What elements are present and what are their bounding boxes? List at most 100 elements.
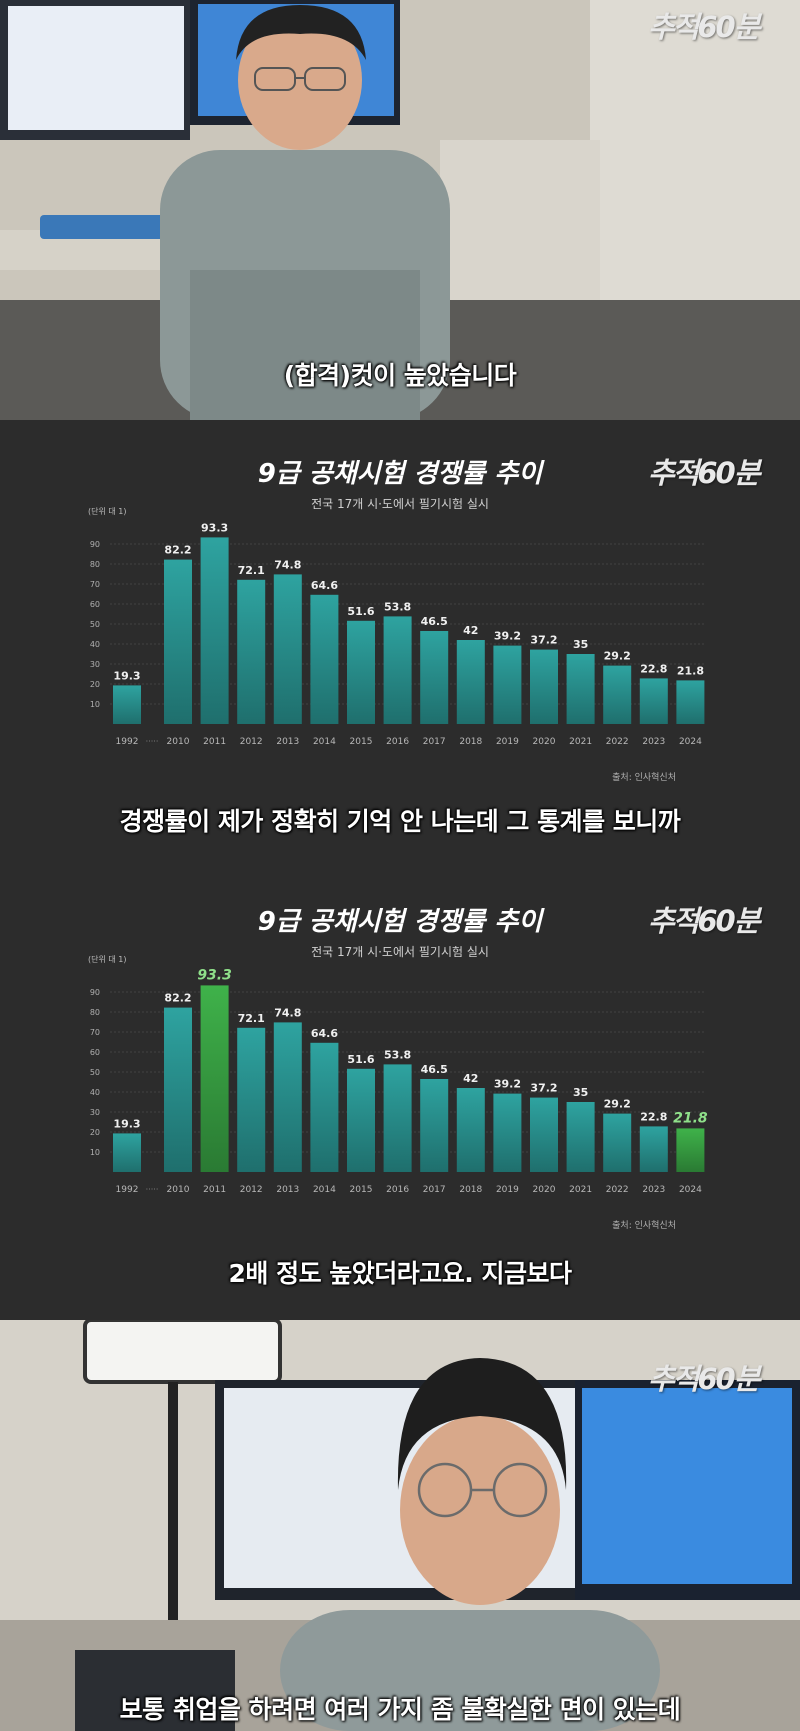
data-label-2019: 39.2 [494,1078,521,1091]
data-label-2020: 37.2 [530,634,557,647]
y-tick-label: 40 [90,640,100,649]
data-label-2015: 51.6 [347,1053,374,1066]
x-tick-label-2018: 2018 [459,1185,482,1195]
bar-2024 [676,1128,705,1172]
y-tick-label: 50 [90,620,100,629]
x-tick-label-2020: 2020 [533,737,556,747]
bar-2019 [493,645,522,724]
bar-2016 [383,616,412,724]
y-tick-label: 70 [90,580,100,589]
data-label-2024: 21.8 [673,1110,708,1126]
bar-2015 [347,620,375,724]
data-label-2011: 93.3 [197,967,232,983]
data-label-2012: 72.1 [238,564,265,577]
data-label-2014: 64.6 [311,579,338,592]
y-tick-label: 20 [90,680,100,689]
data-label-2013: 74.8 [274,558,301,571]
x-tick-label-2017: 2017 [423,1185,446,1195]
bar-2020 [530,649,558,724]
bar-2018 [456,640,485,724]
x-tick-label-2011: 2011 [203,1185,226,1195]
y-tick-label: 20 [90,1128,100,1137]
y-tick-label: 40 [90,1088,100,1097]
y-tick-label: 60 [90,600,100,609]
bar-2014 [310,1042,339,1172]
bar-2015 [347,1068,375,1172]
bar-2021 [566,654,595,724]
data-label-2017: 46.5 [421,1063,448,1076]
bar-2012 [237,1027,266,1172]
y-tick-label: 90 [90,988,100,997]
interview-frame-2: 추적60분 보통 취업을 하려면 여러 가지 좀 불확실한 면이 있는데 [0,1320,800,1731]
bar-2011 [200,537,229,724]
bar-2017 [420,631,449,724]
x-tick-label-2013: 2013 [276,1185,299,1195]
y-tick-label: 60 [90,1048,100,1057]
x-tick-label-2010: 2010 [167,737,190,747]
bar-2016 [383,1064,412,1172]
data-label-2022: 29.2 [604,650,631,663]
x-tick-label-2014: 2014 [313,1185,336,1195]
y-tick-label: 70 [90,1028,100,1037]
bar-2020 [530,1097,558,1172]
x-tick-label-2015: 2015 [350,1185,373,1195]
x-tick-label-2024: 2024 [679,737,702,747]
data-label-2018: 42 [463,624,478,637]
bar-2018 [456,1088,485,1172]
y-tick-label: 80 [90,1008,100,1017]
data-label-2016: 53.8 [384,1048,411,1061]
data-label-2017: 46.5 [421,615,448,628]
x-tick-label-2019: 2019 [496,1185,519,1195]
subtitle-3: 2배 정도 높았더라고요. 지금보다 [228,1259,572,1288]
x-tick-label-2013: 2013 [276,737,299,747]
bar-2013 [273,574,302,724]
x-tick-label-2017: 2017 [423,737,446,747]
bar-1992 [113,685,141,724]
bar-2014 [310,594,339,724]
chart-subtitle: 전국 17개 시·도에서 필기시험 실시 [311,497,489,511]
x-tick-label-1992: 1992 [116,737,139,747]
bar-2022 [603,1113,632,1172]
broadcast-logo-1: 추적60분 [648,10,760,44]
y-tick-label: 10 [90,1148,100,1157]
y-tick-label: 80 [90,560,100,569]
x-tick-label-2019: 2019 [496,737,519,747]
interview-photo-2 [0,1320,800,1731]
data-label-2013: 74.8 [274,1006,301,1019]
bar-2021 [566,1102,595,1172]
y-tick-label: 90 [90,540,100,549]
x-tick-label-2022: 2022 [606,737,629,747]
bar-2024 [676,680,705,724]
data-label-2012: 72.1 [238,1012,265,1025]
bar-1992 [113,1133,141,1172]
x-tick-label-2021: 2021 [569,1185,592,1195]
data-label-2019: 39.2 [494,630,521,643]
x-tick-label-2014: 2014 [313,737,336,747]
data-label-2016: 53.8 [384,600,411,613]
bar-2013 [273,1022,302,1172]
data-label-1992: 19.3 [113,1117,140,1130]
data-label-2020: 37.2 [530,1082,557,1095]
bar-2011 [200,985,229,1172]
data-label-2010: 82.2 [164,544,191,557]
bar-2010 [164,559,192,724]
x-tick-label-2021: 2021 [569,737,592,747]
bar-2017 [420,1079,449,1172]
x-tick-label-2023: 2023 [642,737,665,747]
axis-gap-marker: ····· [146,1185,159,1194]
y-tick-label: 30 [90,660,100,669]
x-tick-label-2020: 2020 [533,1185,556,1195]
data-label-2014: 64.6 [311,1027,338,1040]
data-label-2024: 21.8 [677,664,704,677]
bar-2023 [639,1126,668,1172]
chart-source: 출처: 인사혁신처 [612,1219,676,1231]
subtitle-1: (합격)컷이 높았습니다 [283,361,517,390]
y-tick-label: 10 [90,700,100,709]
axis-gap-marker: ····· [146,737,159,746]
interview-frame-1: (합격)컷이 높았습니다 [0,0,800,420]
bar-2010 [164,1007,192,1172]
broadcast-logo-4: 추적60분 [648,1362,760,1396]
data-label-2023: 22.8 [640,662,667,675]
data-label-2022: 29.2 [604,1098,631,1111]
